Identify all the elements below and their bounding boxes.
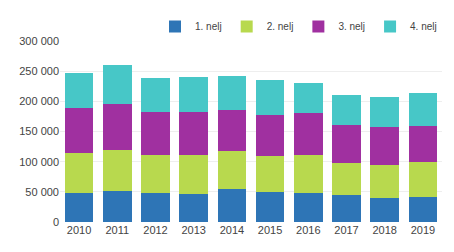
svg-text:50 000: 50 000 xyxy=(25,186,59,198)
svg-text:3. nelj: 3. nelj xyxy=(338,21,365,32)
svg-text:2018: 2018 xyxy=(372,224,396,236)
svg-text:2012: 2012 xyxy=(143,224,167,236)
svg-text:250 000: 250 000 xyxy=(19,65,59,77)
svg-text:300 000: 300 000 xyxy=(19,35,59,47)
svg-text:150 000: 150 000 xyxy=(19,125,59,137)
svg-text:100 000: 100 000 xyxy=(19,156,59,168)
svg-text:4. nelj: 4. nelj xyxy=(410,21,437,32)
svg-text:0: 0 xyxy=(53,216,59,228)
svg-text:2011: 2011 xyxy=(105,224,129,236)
svg-text:2016: 2016 xyxy=(296,224,320,236)
svg-text:2015: 2015 xyxy=(258,224,282,236)
svg-text:2. nelj: 2. nelj xyxy=(267,21,294,32)
svg-text:2013: 2013 xyxy=(181,224,205,236)
svg-text:2019: 2019 xyxy=(411,224,435,236)
svg-text:1. nelj: 1. nelj xyxy=(195,21,222,32)
svg-text:2010: 2010 xyxy=(67,224,91,236)
svg-text:2014: 2014 xyxy=(220,224,244,236)
svg-text:200 000: 200 000 xyxy=(19,95,59,107)
svg-text:2017: 2017 xyxy=(334,224,358,236)
